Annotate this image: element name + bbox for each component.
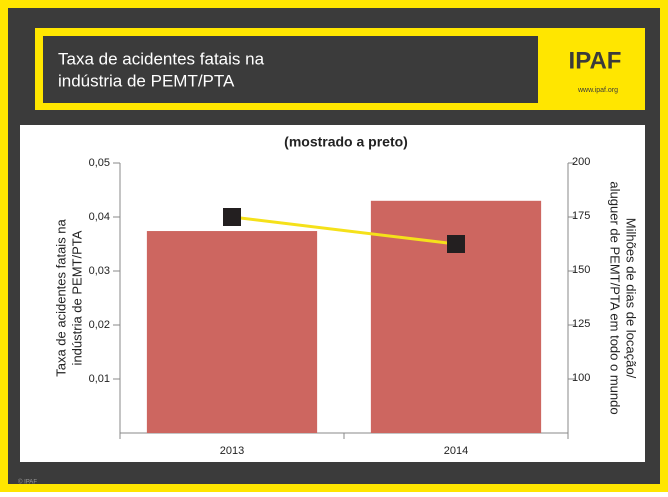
chart-panel: [20, 125, 645, 462]
x-tick-label: 2014: [444, 445, 468, 457]
y-tick-label: 0,01: [89, 373, 110, 385]
header-box: [43, 36, 538, 103]
url: www.ipaf.org: [577, 87, 618, 94]
marker: [447, 235, 465, 253]
header-title: Taxa de acidentes fatais na: [58, 49, 265, 68]
y-axis-label-line: Taxa de acidentes fatais na: [53, 218, 68, 376]
y2-tick-label: 150: [572, 264, 590, 276]
y2-tick-label: 100: [572, 372, 590, 384]
footer: © IPAF: [18, 479, 37, 486]
y-axis-label: Taxa de acidentes fatais na indústria de…: [53, 218, 84, 376]
y-tick-label: 0,04: [89, 211, 110, 223]
y2-tick-label: 175: [572, 210, 590, 222]
y2-axis-label-line: aluguer de PEMT/PTA em todo o mundo: [608, 181, 623, 414]
bar: [146, 231, 318, 433]
y2-axis-label: Milhões de dias de locação/ aluguer de P…: [608, 181, 639, 414]
logo: IPAF: [569, 47, 622, 74]
y2-tick-label: 200: [572, 156, 590, 168]
y-axis-label-line: indústria de PEMT/PTA: [69, 230, 84, 365]
x-tick-label: 2013: [220, 445, 244, 457]
marker: [223, 208, 241, 226]
y2-axis-label-line: Milhões de dias de locação/: [624, 218, 639, 379]
line: [231, 215, 457, 246]
y-tick-label: 0,02: [89, 319, 110, 331]
header-title: indústria de PEMT/PTA: [58, 71, 235, 90]
chart-title: (mostrado a preto): [284, 134, 408, 150]
y-tick-label: 0,05: [89, 157, 110, 169]
y2-tick-label: 125: [572, 318, 590, 330]
y-tick-label: 0,03: [89, 265, 110, 277]
